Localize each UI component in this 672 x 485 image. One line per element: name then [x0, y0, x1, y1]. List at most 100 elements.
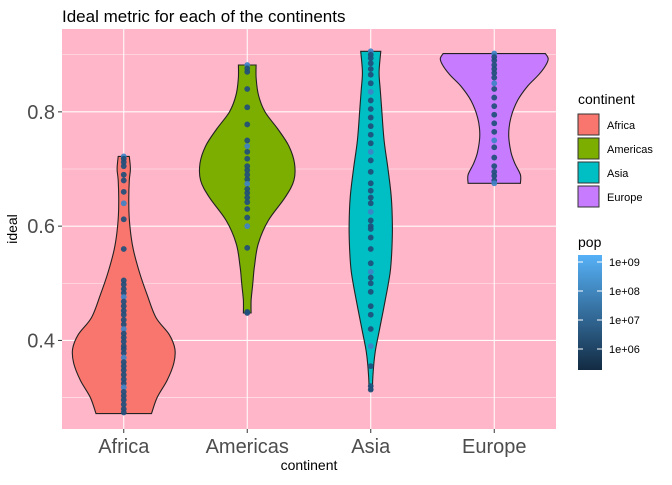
- data-point-africa: [120, 359, 127, 366]
- y-tick-label: 0.8: [27, 102, 55, 124]
- data-point-asia: [367, 288, 374, 295]
- data-point-asia: [367, 60, 374, 67]
- axes: 0.4 0.6 0.8 Africa Americas Asia Europe: [27, 102, 526, 458]
- data-point-africa: [120, 286, 127, 292]
- data-point-europe: [491, 57, 498, 64]
- data-point-americas: [244, 310, 251, 316]
- data-point-europe: [491, 103, 498, 110]
- data-point-europe: [491, 62, 498, 68]
- data-point-asia: [367, 131, 374, 138]
- data-point-africa: [120, 311, 127, 318]
- data-point-africa: [120, 177, 127, 184]
- data-point-asia: [367, 200, 374, 207]
- x-tick-label: Asia: [351, 436, 391, 458]
- data-point-americas: [244, 214, 251, 221]
- x-axis-title: continent: [281, 457, 338, 473]
- data-point-asia: [367, 194, 374, 201]
- data-point-americas: [244, 206, 251, 212]
- data-point-africa: [120, 277, 127, 284]
- data-point-europe: [491, 128, 498, 135]
- data-point-asia: [367, 55, 374, 62]
- data-point-asia: [367, 343, 374, 350]
- data-point-americas: [244, 104, 251, 111]
- data-point-europe: [491, 168, 498, 175]
- data-point-asia: [367, 217, 374, 224]
- data-point-africa: [120, 303, 127, 310]
- data-point-africa: [120, 384, 127, 391]
- data-point-africa: [120, 367, 127, 374]
- data-point-asia: [367, 71, 374, 78]
- data-point-americas: [244, 121, 251, 128]
- data-point-europe: [491, 86, 498, 92]
- data-point-americas: [244, 148, 251, 155]
- data-point-europe: [491, 180, 498, 187]
- data-point-americas: [244, 171, 251, 178]
- data-point-europe: [491, 144, 498, 151]
- data-point-africa: [120, 307, 127, 314]
- data-point-americas: [244, 68, 251, 75]
- data-point-africa: [120, 396, 127, 403]
- legend-key-asia: [577, 161, 600, 184]
- data-point-asia: [367, 386, 374, 393]
- x-tick-label: Europe: [462, 436, 527, 458]
- data-point-americas: [244, 176, 251, 183]
- data-point-europe: [491, 111, 498, 118]
- data-point-europe: [491, 74, 498, 81]
- data-point-americas: [244, 223, 251, 230]
- data-point-asia: [367, 363, 374, 370]
- data-point-africa: [120, 200, 127, 207]
- chart-title: Ideal metric for each of the continents: [62, 7, 346, 26]
- data-point-africa: [120, 281, 127, 288]
- data-point-africa: [120, 376, 127, 383]
- data-point-asia: [367, 168, 374, 175]
- data-point-asia: [367, 280, 374, 287]
- data-point-asia: [367, 311, 374, 318]
- legend-label: Europe: [607, 192, 642, 204]
- data-point-africa: [120, 188, 127, 195]
- data-point-europe: [491, 172, 498, 179]
- data-point-africa: [120, 392, 127, 399]
- y-tick-label: 0.4: [27, 330, 55, 352]
- legend-title-continent: continent: [578, 91, 635, 107]
- data-point-europe: [491, 137, 498, 144]
- y-tick-label: 0.6: [27, 216, 55, 238]
- data-point-africa: [120, 246, 127, 252]
- data-point-europe: [491, 163, 498, 170]
- data-point-asia: [367, 157, 374, 164]
- data-point-africa: [120, 338, 127, 345]
- data-point-asia: [367, 80, 374, 87]
- data-point-americas: [244, 199, 251, 206]
- x-tick-label: Americas: [206, 436, 289, 458]
- colorbar-break-label: 1e+09: [609, 257, 640, 269]
- data-point-africa: [120, 371, 127, 378]
- data-point-africa: [120, 316, 127, 323]
- data-point-americas: [244, 190, 251, 196]
- x-tick-label: Africa: [98, 436, 150, 458]
- data-point-africa: [120, 163, 127, 170]
- data-point-africa: [120, 401, 127, 408]
- data-point-europe: [491, 66, 498, 72]
- data-point-europe: [491, 120, 498, 127]
- data-point-asia: [367, 274, 374, 281]
- data-point-africa: [120, 388, 127, 395]
- legend-label: Asia: [607, 168, 629, 180]
- data-point-africa: [120, 321, 127, 328]
- data-point-africa: [120, 363, 127, 370]
- legend-key-africa: [577, 113, 600, 136]
- data-point-asia: [367, 148, 374, 155]
- data-point-africa: [120, 294, 127, 300]
- data-point-africa: [120, 159, 127, 166]
- data-point-africa: [120, 171, 127, 178]
- legends: continent Africa Americas Asia Europe pop 1e+0…: [577, 91, 653, 370]
- colorbar-break-label: 1e+08: [609, 286, 640, 298]
- data-point-africa: [120, 298, 127, 305]
- data-point-africa: [120, 380, 127, 387]
- data-point-americas: [244, 155, 251, 162]
- data-point-asia: [367, 114, 374, 121]
- data-point-africa: [120, 326, 127, 332]
- data-point-americas: [244, 186, 251, 192]
- data-point-americas: [244, 180, 251, 187]
- data-point-europe: [491, 94, 498, 101]
